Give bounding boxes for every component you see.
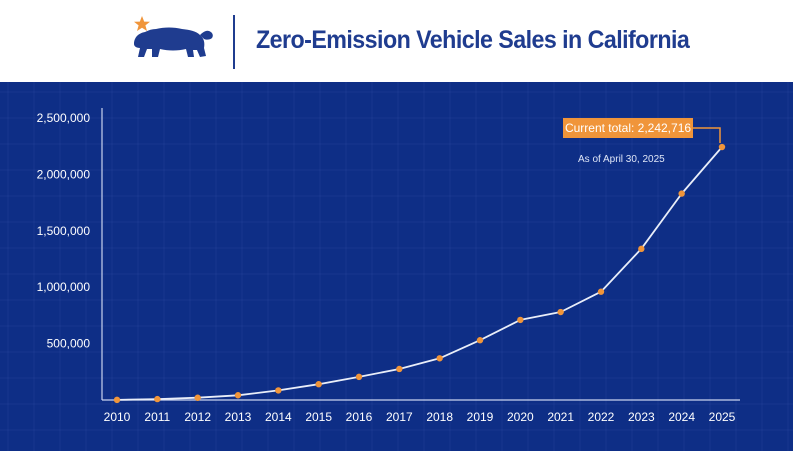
data-point bbox=[396, 365, 403, 373]
data-point bbox=[678, 190, 685, 197]
zev-sales-chart: 500,000 1,000,000 1,500,000 2,000,000 2,500,… bbox=[0, 82, 793, 451]
annotation-connector bbox=[693, 127, 721, 144]
x-tick-label: 2019 bbox=[467, 410, 494, 424]
page-title: Zero-Emission Vehicle Sales in Californi… bbox=[256, 26, 690, 54]
data-point bbox=[557, 308, 564, 316]
data-point bbox=[597, 288, 605, 295]
x-tick-label: 2021 bbox=[547, 410, 574, 424]
x-tick-label: 2018 bbox=[426, 410, 453, 424]
data-point bbox=[154, 395, 161, 403]
data-point bbox=[476, 337, 484, 344]
y-tick-label: 2,500,000 bbox=[37, 111, 91, 125]
annotation-box bbox=[563, 118, 693, 138]
data-point bbox=[234, 392, 242, 399]
y-tick-label: 500,000 bbox=[47, 337, 91, 351]
header-divider bbox=[233, 15, 235, 69]
x-tick-label: 2022 bbox=[588, 410, 615, 424]
x-tick-label: 2023 bbox=[628, 410, 655, 424]
data-point bbox=[315, 381, 322, 388]
header: Zero-Emission Vehicle Sales in Californi… bbox=[0, 0, 793, 80]
data-point bbox=[436, 355, 443, 362]
x-tick-label: 2016 bbox=[346, 410, 373, 424]
x-tick-label: 2025 bbox=[709, 410, 736, 424]
data-point bbox=[275, 387, 282, 394]
data-point bbox=[517, 316, 524, 324]
annotation-label: Current total: 2,242,716 bbox=[565, 121, 691, 135]
x-tick-label: 2010 bbox=[104, 410, 131, 424]
series-line bbox=[116, 146, 723, 401]
data-point bbox=[718, 143, 726, 151]
x-tick-label: 2011 bbox=[144, 410, 170, 424]
y-tick-label: 1,000,000 bbox=[37, 280, 91, 294]
x-tick-label: 2015 bbox=[305, 410, 332, 424]
y-tick-label: 1,500,000 bbox=[37, 224, 91, 238]
x-tick-label: 2024 bbox=[668, 410, 695, 424]
data-point bbox=[194, 394, 201, 401]
x-tick-label: 2020 bbox=[507, 410, 534, 424]
data-point bbox=[113, 396, 121, 404]
chart-panel: 500,000 1,000,000 1,500,000 2,000,000 2,500,… bbox=[0, 82, 793, 451]
annotation-sublabel: As of April 30, 2025 bbox=[578, 154, 665, 165]
data-point bbox=[355, 373, 363, 381]
y-tick-label: 2,000,000 bbox=[37, 167, 91, 181]
x-tick-label: 2013 bbox=[225, 410, 252, 424]
california-bear-star-icon bbox=[134, 16, 213, 57]
x-tick-label: 2012 bbox=[184, 410, 211, 424]
x-tick-label: 2017 bbox=[386, 410, 413, 424]
x-tick-label: 2014 bbox=[265, 410, 292, 424]
data-point bbox=[638, 245, 645, 253]
